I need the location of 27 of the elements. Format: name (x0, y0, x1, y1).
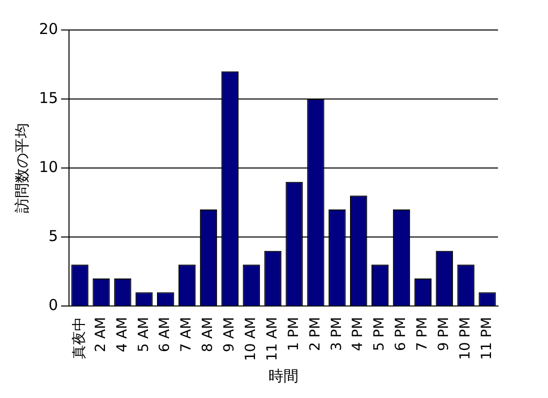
x-tick-label: 6 AM (157, 317, 174, 352)
x-tick-label: 9 AM (222, 317, 238, 352)
x-tick-label: 11 PM (478, 317, 495, 360)
x-tick-label: 6 PM (393, 317, 410, 351)
y-axis-title: 訪問数の平均 (12, 123, 31, 214)
x-tick-label: 2 PM (307, 317, 324, 351)
x-tick-label: 2 AM (92, 317, 109, 352)
x-tick-label: 3 PM (328, 317, 345, 351)
x-tick-label: 真夜中 (71, 317, 88, 360)
x-tick-label: 5 AM (136, 317, 152, 352)
y-tick-label: 15 (38, 88, 58, 107)
x-tick-label: 7 AM (178, 317, 195, 352)
x-tick-label: 7 PM (414, 317, 431, 351)
x-tick-label: 5 PM (372, 317, 388, 351)
x-tick-label: 4 PM (350, 317, 366, 351)
x-tick-label: 8 AM (200, 317, 216, 352)
x-tick-label: 9 PM (436, 317, 452, 351)
y-tick-label: 20 (38, 20, 58, 38)
x-tick-label: 4 AM (114, 317, 130, 352)
y-tick-label: 5 (48, 226, 58, 245)
y-tick-label: 10 (38, 158, 58, 176)
y-tick-label: 0 (48, 296, 58, 314)
x-tick-label: 10 PM (457, 317, 474, 360)
x-tick-label: 1 PM (286, 317, 302, 351)
x-axis-title: 時間 (268, 366, 299, 385)
x-tick-label: 10 AM (243, 317, 260, 361)
x-tick-label: 11 AM (264, 317, 280, 361)
